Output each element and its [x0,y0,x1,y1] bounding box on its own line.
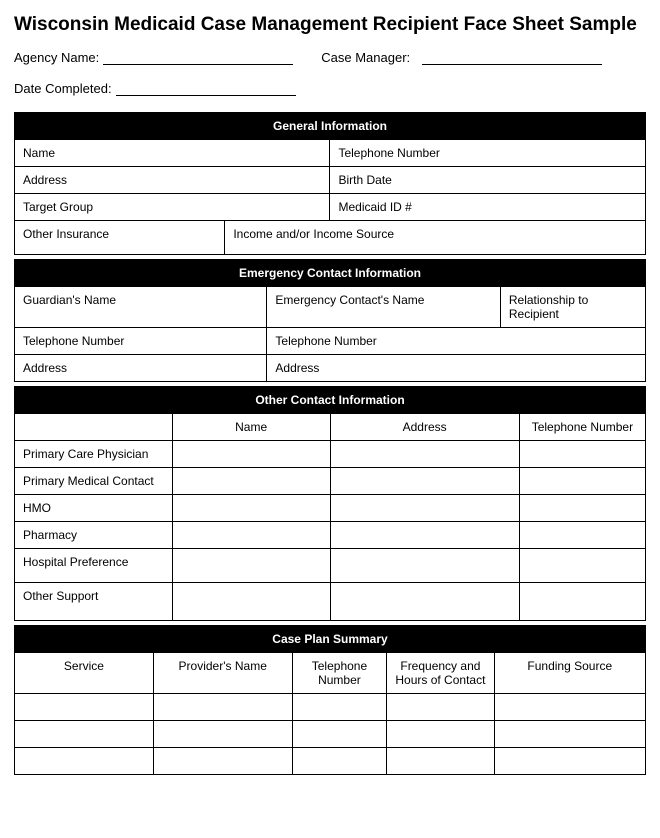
cell-medicaid-id: Medicaid ID # [330,194,646,221]
other-contact-header: Other Contact Information [15,387,646,414]
agency-name-field: Agency Name: [14,50,293,65]
row-hmo-phone [519,495,645,522]
date-completed-line [116,82,296,96]
col-name: Name [172,414,330,441]
date-completed-label: Date Completed: [14,81,112,96]
row-other-support-phone [519,583,645,621]
cell-guardian-phone: Telephone Number [15,328,267,355]
case-plan-row [15,748,646,775]
cell-target-group: Target Group [15,194,330,221]
cell-emergency-contact-name: Emergency Contact's Name [267,287,500,328]
row-pcp-phone [519,441,645,468]
col-blank [15,414,173,441]
general-info-header: General Information [15,113,646,140]
row-pmc-phone [519,468,645,495]
cell-emergency-phone: Telephone Number [267,328,646,355]
row-hospital-label: Hospital Preference [15,549,173,583]
row-pmc-address [330,468,519,495]
cell-name: Name [15,140,330,167]
case-manager-field: Case Manager: [321,50,602,65]
row-hmo-label: HMO [15,495,173,522]
cell-guardian-name: Guardian's Name [15,287,267,328]
col-address: Address [330,414,519,441]
row-hospital-address [330,549,519,583]
col-provider: Provider's Name [153,653,292,694]
row-pcp-name [172,441,330,468]
row-pharmacy-label: Pharmacy [15,522,173,549]
row-pcp-address [330,441,519,468]
cell-telephone: Telephone Number [330,140,646,167]
cell-emergency-address: Address [267,355,646,382]
row-hmo-name [172,495,330,522]
row-hmo-address [330,495,519,522]
agency-name-label: Agency Name: [14,50,99,65]
row-hospital-phone [519,549,645,583]
case-manager-line [422,51,602,65]
cell-address: Address [15,167,330,194]
row-pmc-name [172,468,330,495]
other-contact-table: Other Contact Information Name Address T… [14,386,646,621]
row-pharmacy-address [330,522,519,549]
row-pharmacy-phone [519,522,645,549]
case-plan-row [15,721,646,748]
general-info-table: General Information Name Telephone Numbe… [14,112,646,255]
row-pharmacy-name [172,522,330,549]
cell-guardian-address: Address [15,355,267,382]
emergency-contact-table: Emergency Contact Information Guardian's… [14,259,646,382]
row-hospital-name [172,549,330,583]
date-completed-field: Date Completed: [14,81,296,96]
header-fields: Agency Name: Case Manager: Date Complete… [14,50,646,96]
agency-name-line [103,51,293,65]
cell-income-source: Income and/or Income Source [225,221,646,255]
case-plan-row [15,694,646,721]
col-telephone: Telephone Number [519,414,645,441]
row-pcp-label: Primary Care Physician [15,441,173,468]
row-pmc-label: Primary Medical Contact [15,468,173,495]
case-manager-label: Case Manager: [321,50,410,65]
cell-other-insurance: Other Insurance [15,221,225,255]
col-frequency: Frequency and Hours of Contact [387,653,494,694]
page-title: Wisconsin Medicaid Case Management Recip… [14,14,646,36]
col-phone: Telephone Number [292,653,387,694]
col-service: Service [15,653,154,694]
emergency-header: Emergency Contact Information [15,260,646,287]
row-other-support-name [172,583,330,621]
cell-relationship: Relationship to Recipient [500,287,645,328]
col-funding: Funding Source [494,653,645,694]
case-plan-table: Case Plan Summary Service Provider's Nam… [14,625,646,775]
case-plan-header: Case Plan Summary [15,626,646,653]
row-other-support-address [330,583,519,621]
cell-birthdate: Birth Date [330,167,646,194]
row-other-support-label: Other Support [15,583,173,621]
